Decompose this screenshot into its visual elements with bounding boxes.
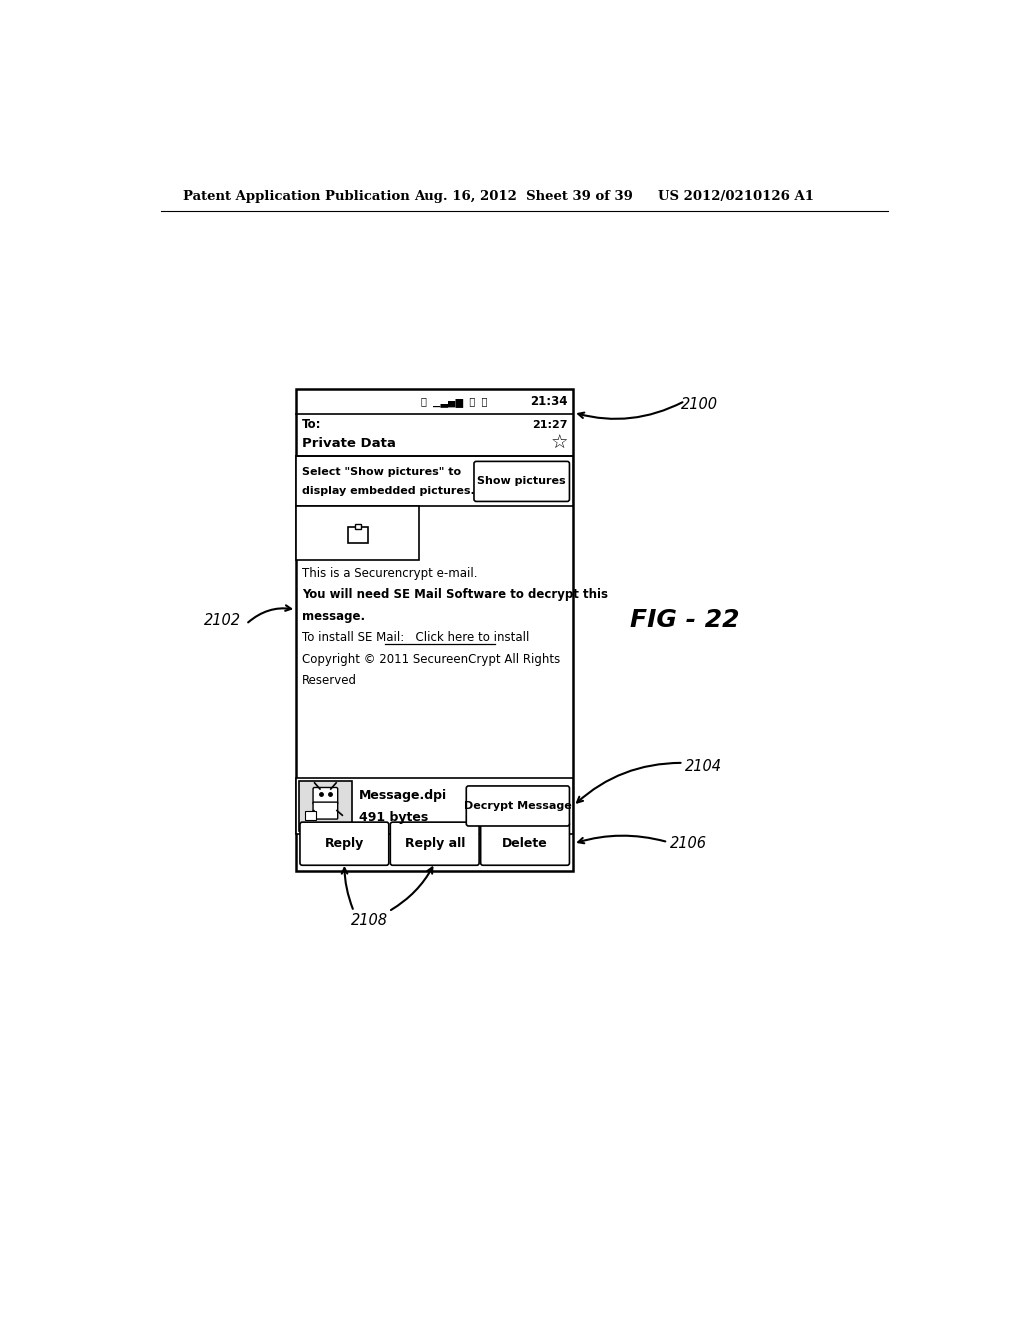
- Text: Show pictures: Show pictures: [477, 477, 566, 486]
- Text: Patent Application Publication: Patent Application Publication: [183, 190, 410, 203]
- Text: Aug. 16, 2012  Sheet 39 of 39: Aug. 16, 2012 Sheet 39 of 39: [414, 190, 633, 203]
- Text: message.: message.: [302, 610, 366, 623]
- Text: FIG - 22: FIG - 22: [630, 609, 739, 632]
- FancyBboxPatch shape: [474, 462, 569, 502]
- Bar: [296, 507, 419, 561]
- Text: 2100: 2100: [681, 397, 718, 412]
- Text: 2102: 2102: [204, 612, 241, 628]
- FancyBboxPatch shape: [313, 788, 338, 804]
- Text: ☆: ☆: [551, 434, 568, 453]
- Bar: [296, 389, 573, 871]
- Text: To:: To:: [302, 418, 322, 432]
- Text: Message.dpi: Message.dpi: [359, 789, 447, 803]
- Text: Select "Show pictures" to: Select "Show pictures" to: [302, 467, 462, 478]
- Bar: [354, 524, 360, 529]
- Text: 21:27: 21:27: [531, 420, 567, 430]
- Text: Private Data: Private Data: [302, 437, 396, 450]
- Text: Decrypt Message: Decrypt Message: [464, 801, 571, 810]
- Text: Delete: Delete: [502, 837, 548, 850]
- FancyBboxPatch shape: [313, 803, 338, 818]
- Text: You will need SE Mail Software to decrypt this: You will need SE Mail Software to decryp…: [302, 589, 608, 601]
- Text: US 2012/0210126 A1: US 2012/0210126 A1: [658, 190, 814, 203]
- Bar: [305, 810, 316, 820]
- Bar: [299, 781, 351, 830]
- Text: 491 bytes: 491 bytes: [359, 810, 428, 824]
- Text: Reserved: Reserved: [302, 675, 357, 688]
- Text: Reply: Reply: [325, 837, 364, 850]
- Text: To install SE Mail:   Click here to install: To install SE Mail: Click here to instal…: [302, 631, 529, 644]
- FancyBboxPatch shape: [390, 822, 479, 866]
- Bar: [296, 457, 573, 507]
- Text: display embedded pictures.: display embedded pictures.: [302, 487, 475, 496]
- Bar: [296, 779, 573, 834]
- Text: ⨿  ▁▃▅▇  ⬜  ⏰: ⨿ ▁▃▅▇ ⬜ ⏰: [421, 397, 487, 407]
- FancyBboxPatch shape: [466, 785, 569, 826]
- FancyBboxPatch shape: [300, 822, 389, 866]
- Text: 2106: 2106: [670, 836, 707, 851]
- Text: 2108: 2108: [351, 913, 388, 928]
- Text: Copyright © 2011 SecureenCrypt All Rights: Copyright © 2011 SecureenCrypt All Right…: [302, 653, 560, 665]
- Text: This is a Securencrypt e-mail.: This is a Securencrypt e-mail.: [302, 566, 478, 579]
- FancyBboxPatch shape: [480, 822, 569, 866]
- Text: Reply all: Reply all: [404, 837, 465, 850]
- Text: 21:34: 21:34: [529, 395, 567, 408]
- Bar: [348, 527, 368, 543]
- Text: 2104: 2104: [685, 759, 722, 775]
